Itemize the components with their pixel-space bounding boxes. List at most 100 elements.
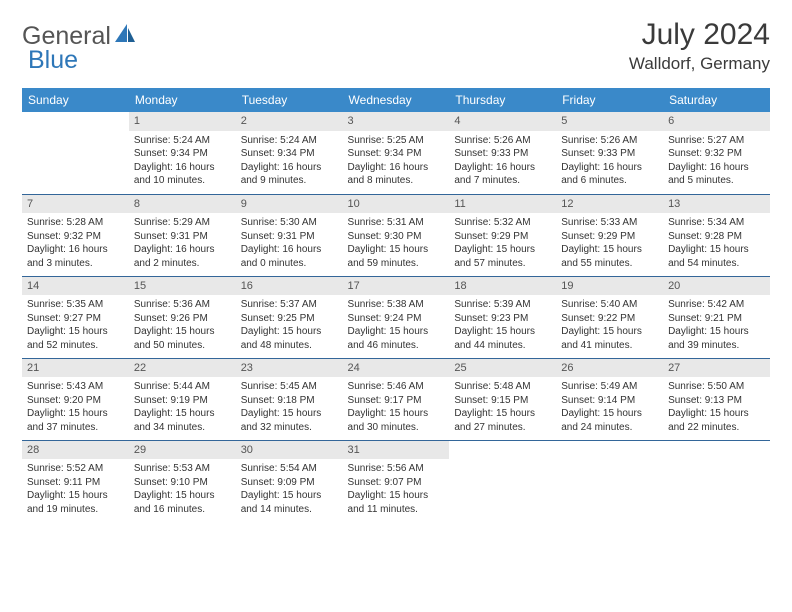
sunrise-text: Sunrise: 5:53 AM [134, 462, 231, 476]
calendar-day-cell: 2 Sunrise: 5:24 AMSunset: 9:34 PMDaylight… [236, 112, 343, 194]
weekday-header: Saturday [663, 88, 770, 112]
calendar-week-row: 14Sunrise: 5:35 AMSunset: 9:27 PMDayligh… [22, 276, 770, 358]
day-details: Sunrise: 5:27 AMSunset: 9:32 PMDaylight:… [663, 133, 770, 191]
sunrise-text: Sunrise: 5:44 AM [134, 380, 231, 394]
calendar-week-row: 28Sunrise: 5:52 AMSunset: 9:11 PMDayligh… [22, 440, 770, 522]
sail-icon [113, 22, 137, 51]
day-number: 13 [663, 195, 770, 214]
sunset-text: Sunset: 9:18 PM [241, 394, 338, 408]
sunrise-text: Sunrise: 5:25 AM [348, 134, 445, 148]
daylight-text: Daylight: 15 hours and 48 minutes. [241, 325, 338, 352]
sunrise-text: Sunrise: 5:34 AM [668, 216, 765, 230]
sunset-text: Sunset: 9:21 PM [668, 312, 765, 326]
day-details: Sunrise: 5:43 AMSunset: 9:20 PMDaylight:… [22, 379, 129, 437]
sunrise-text: Sunrise: 5:30 AM [241, 216, 338, 230]
daylight-text: Daylight: 16 hours and 7 minutes. [454, 161, 551, 188]
day-details: Sunrise: 5:37 AMSunset: 9:25 PMDaylight:… [236, 297, 343, 355]
day-number: 5 [556, 112, 663, 131]
day-details: Sunrise: 5:54 AMSunset: 9:09 PMDaylight:… [236, 461, 343, 519]
calendar-week-row: 21Sunrise: 5:43 AMSunset: 9:20 PMDayligh… [22, 358, 770, 440]
daylight-text: Daylight: 15 hours and 39 minutes. [668, 325, 765, 352]
weekday-header: Sunday [22, 88, 129, 112]
day-number: 4 [449, 112, 556, 131]
sunset-text: Sunset: 9:27 PM [27, 312, 124, 326]
day-number: 16 [236, 277, 343, 296]
day-number: 15 [129, 277, 236, 296]
sunrise-text: Sunrise: 5:46 AM [348, 380, 445, 394]
sunset-text: Sunset: 9:19 PM [134, 394, 231, 408]
day-number: 25 [449, 359, 556, 378]
daylight-text: Daylight: 15 hours and 50 minutes. [134, 325, 231, 352]
daylight-text: Daylight: 15 hours and 16 minutes. [134, 489, 231, 516]
day-details: Sunrise: 5:50 AMSunset: 9:13 PMDaylight:… [663, 379, 770, 437]
calendar-body: 1Sunrise: 5:24 AMSunset: 9:34 PMDaylight… [22, 112, 770, 522]
daylight-text: Daylight: 15 hours and 46 minutes. [348, 325, 445, 352]
sunrise-text: Sunrise: 5:24 AM [134, 134, 231, 148]
daylight-text: Daylight: 15 hours and 22 minutes. [668, 407, 765, 434]
sunset-text: Sunset: 9:32 PM [27, 230, 124, 244]
day-number: 11 [449, 195, 556, 214]
sunset-text: Sunset: 9:24 PM [348, 312, 445, 326]
day-number: 10 [343, 195, 450, 214]
month-title: July 2024 [629, 18, 770, 52]
day-details: Sunrise: 5:44 AMSunset: 9:19 PMDaylight:… [129, 379, 236, 437]
day-number: 29 [129, 441, 236, 460]
day-number: 2 [236, 112, 343, 131]
day-number: 31 [343, 441, 450, 460]
calendar-day-cell: 4Sunrise: 5:26 AMSunset: 9:33 PMDaylight… [449, 112, 556, 194]
day-details: Sunrise: 5:33 AMSunset: 9:29 PMDaylight:… [556, 215, 663, 273]
location-label: Walldorf, Germany [629, 54, 770, 74]
page-header: General July 2024 Walldorf, Germany [22, 18, 770, 74]
day-details: Sunrise: 5:39 AMSunset: 9:23 PMDaylight:… [449, 297, 556, 355]
calendar-day-cell: 31Sunrise: 5:56 AMSunset: 9:07 PMDayligh… [343, 440, 450, 522]
day-number: 20 [663, 277, 770, 296]
sunrise-text: Sunrise: 5:54 AM [241, 462, 338, 476]
sunset-text: Sunset: 9:29 PM [454, 230, 551, 244]
daylight-text: Daylight: 15 hours and 27 minutes. [454, 407, 551, 434]
day-details: Sunrise: 5:30 AMSunset: 9:31 PMDaylight:… [236, 215, 343, 273]
day-details: Sunrise: 5:35 AMSunset: 9:27 PMDaylight:… [22, 297, 129, 355]
sunrise-text: Sunrise: 5:35 AM [27, 298, 124, 312]
brand-part2: Blue [28, 46, 78, 74]
calendar-day-cell: 21Sunrise: 5:43 AMSunset: 9:20 PMDayligh… [22, 358, 129, 440]
day-details: Sunrise: 5:40 AMSunset: 9:22 PMDaylight:… [556, 297, 663, 355]
sunset-text: Sunset: 9:15 PM [454, 394, 551, 408]
sunset-text: Sunset: 9:14 PM [561, 394, 658, 408]
daylight-text: Daylight: 16 hours and 2 minutes. [134, 243, 231, 270]
calendar-day-cell: 10Sunrise: 5:31 AMSunset: 9:30 PMDayligh… [343, 194, 450, 276]
weekday-header: Friday [556, 88, 663, 112]
daylight-text: Daylight: 15 hours and 24 minutes. [561, 407, 658, 434]
calendar-day-cell: 23Sunrise: 5:45 AMSunset: 9:18 PMDayligh… [236, 358, 343, 440]
sunset-text: Sunset: 9:26 PM [134, 312, 231, 326]
daylight-text: Daylight: 15 hours and 19 minutes. [27, 489, 124, 516]
day-details: Sunrise: 5:24 AMSunset: 9:34 PMDaylight:… [236, 133, 343, 191]
sunset-text: Sunset: 9:33 PM [561, 147, 658, 161]
daylight-text: Daylight: 16 hours and 10 minutes. [134, 161, 231, 188]
calendar-day-cell: 22Sunrise: 5:44 AMSunset: 9:19 PMDayligh… [129, 358, 236, 440]
daylight-text: Daylight: 15 hours and 14 minutes. [241, 489, 338, 516]
weekday-header: Tuesday [236, 88, 343, 112]
daylight-text: Daylight: 15 hours and 54 minutes. [668, 243, 765, 270]
day-number: 22 [129, 359, 236, 378]
day-details: Sunrise: 5:46 AMSunset: 9:17 PMDaylight:… [343, 379, 450, 437]
calendar-day-cell: 5Sunrise: 5:26 AMSunset: 9:33 PMDaylight… [556, 112, 663, 194]
day-number: 18 [449, 277, 556, 296]
calendar-day-cell: 24Sunrise: 5:46 AMSunset: 9:17 PMDayligh… [343, 358, 450, 440]
calendar-day-cell: 7Sunrise: 5:28 AMSunset: 9:32 PMDaylight… [22, 194, 129, 276]
calendar-day-cell: 17Sunrise: 5:38 AMSunset: 9:24 PMDayligh… [343, 276, 450, 358]
brand-part2-wrap: Blue [28, 46, 78, 75]
sunset-text: Sunset: 9:34 PM [241, 147, 338, 161]
sunset-text: Sunset: 9:28 PM [668, 230, 765, 244]
sunrise-text: Sunrise: 5:49 AM [561, 380, 658, 394]
sunset-text: Sunset: 9:29 PM [561, 230, 658, 244]
day-details: Sunrise: 5:25 AMSunset: 9:34 PMDaylight:… [343, 133, 450, 191]
daylight-text: Daylight: 16 hours and 9 minutes. [241, 161, 338, 188]
day-details: Sunrise: 5:56 AMSunset: 9:07 PMDaylight:… [343, 461, 450, 519]
weekday-header: Monday [129, 88, 236, 112]
sunrise-text: Sunrise: 5:40 AM [561, 298, 658, 312]
daylight-text: Daylight: 15 hours and 44 minutes. [454, 325, 551, 352]
day-number: 3 [343, 112, 450, 131]
day-details: Sunrise: 5:45 AMSunset: 9:18 PMDaylight:… [236, 379, 343, 437]
sunrise-text: Sunrise: 5:29 AM [134, 216, 231, 230]
sunset-text: Sunset: 9:32 PM [668, 147, 765, 161]
